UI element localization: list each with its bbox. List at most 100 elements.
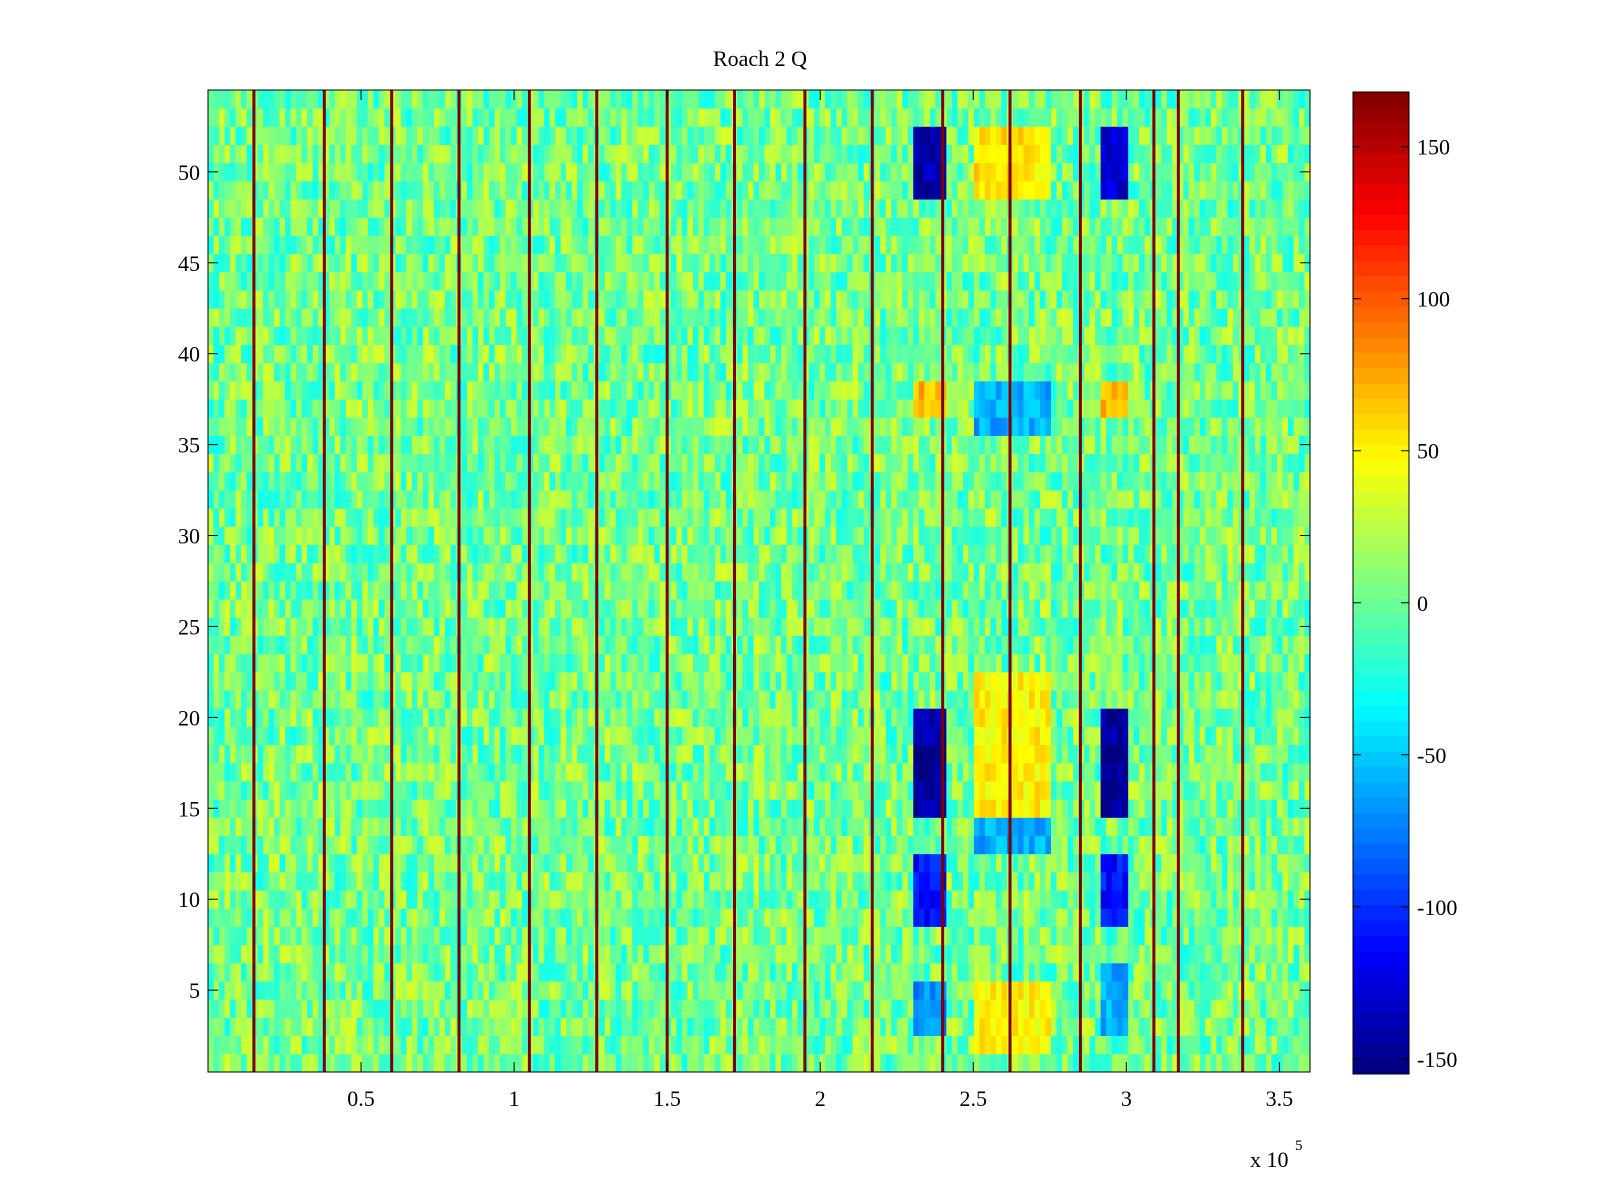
heatmap-cell (814, 744, 821, 764)
heatmap-cell (1122, 962, 1129, 982)
heatmap-cell (439, 726, 446, 746)
heatmap-cell (858, 908, 865, 927)
heatmap-cell (367, 962, 374, 982)
heatmap-cell (753, 926, 760, 946)
heatmap-cell (1221, 871, 1228, 891)
heatmap-cell (632, 726, 639, 746)
heatmap-cell (1304, 999, 1311, 1018)
heatmap-cell (511, 726, 517, 746)
heatmap-cell (962, 944, 969, 964)
heatmap-cell (1023, 962, 1030, 982)
heatmap-cell (643, 671, 650, 691)
heatmap-cell (770, 1035, 776, 1055)
heatmap-cell (676, 744, 683, 764)
heatmap-cell (378, 835, 385, 855)
heatmap-cell (863, 999, 870, 1018)
heatmap-cell (268, 671, 275, 691)
heatmap-cell (274, 999, 281, 1018)
heatmap-cell (362, 726, 369, 746)
heatmap-cell (1271, 671, 1278, 691)
heatmap-cell (1304, 1053, 1311, 1073)
heatmap-cell (334, 617, 341, 636)
heatmap-cell (219, 890, 225, 909)
heatmap-cell (1117, 871, 1124, 891)
heatmap-cell (632, 708, 639, 727)
heatmap-cell (1056, 799, 1063, 818)
heatmap-cell (670, 690, 677, 709)
heatmap-cell (246, 817, 253, 836)
heatmap-cell (1144, 1017, 1151, 1037)
heatmap-cell (588, 799, 595, 818)
heatmap-cell (1166, 653, 1173, 673)
heatmap-cell (918, 835, 925, 855)
heatmap-cell (709, 708, 716, 727)
heatmap-cell (428, 835, 435, 855)
heatmap-cell (1183, 635, 1190, 655)
heatmap-cell (1073, 908, 1079, 927)
heatmap-cell (560, 908, 567, 927)
heatmap-cell (577, 653, 584, 673)
heatmap-cell (367, 1053, 374, 1073)
heatmap-cell (1144, 944, 1151, 964)
heatmap-cell (781, 999, 787, 1018)
heatmap-cell (296, 926, 303, 946)
heatmap-cell (797, 908, 804, 927)
heatmap-cell (747, 671, 754, 691)
heatmap-cell (643, 1053, 650, 1073)
heatmap-cell (1056, 690, 1063, 709)
heatmap-cell (775, 635, 782, 655)
heatmap-cell (1243, 817, 1250, 836)
heatmap-cell (808, 871, 815, 891)
heatmap-cell (1227, 671, 1234, 691)
heatmap-cell (1040, 944, 1046, 964)
heatmap-cell (439, 671, 446, 691)
heatmap-cell (472, 817, 479, 836)
heatmap-cell (522, 908, 528, 927)
heatmap-cell (747, 944, 754, 964)
heatmap-cell (1232, 926, 1239, 946)
heatmap-cell (340, 999, 347, 1018)
heatmap-cell (318, 999, 325, 1018)
heatmap-cell (1199, 690, 1206, 709)
heatmap-cell (1139, 1017, 1146, 1037)
heatmap-cell (852, 926, 859, 946)
heatmap-cell (582, 835, 589, 855)
heatmap-cell (384, 781, 391, 800)
heatmap-cell (1232, 981, 1239, 1000)
heatmap-cell (1265, 944, 1272, 964)
heatmap-cell (439, 653, 446, 673)
heatmap-cell (935, 799, 942, 818)
heatmap-cell (852, 908, 859, 927)
heatmap-cell (378, 871, 385, 891)
heatmap-cell (1155, 853, 1162, 873)
heatmap-cell (329, 853, 336, 873)
heatmap-cell (1095, 653, 1102, 673)
heatmap-cell (814, 653, 821, 673)
heatmap-cell (1227, 835, 1234, 855)
heatmap-cell (406, 981, 413, 1000)
heatmap-cell (1183, 981, 1190, 1000)
heatmap-cell (1265, 817, 1272, 836)
heatmap-cell (362, 926, 369, 946)
heatmap-cell (444, 617, 451, 636)
heatmap-cell (1139, 635, 1146, 655)
heatmap-cell (1298, 635, 1305, 655)
heatmap-cell (599, 1035, 606, 1055)
heatmap-cell (615, 781, 622, 800)
heatmap-cell (792, 726, 798, 746)
heatmap-cell (1073, 708, 1079, 727)
heatmap-cell (819, 762, 826, 782)
heatmap-cell (494, 1035, 501, 1055)
heatmap-cell (913, 653, 920, 673)
heatmap-cell (1249, 799, 1256, 818)
heatmap-cell (852, 1053, 859, 1073)
heatmap-cell (1166, 762, 1173, 782)
heatmap-cell (494, 908, 501, 927)
heatmap-cell (263, 653, 270, 673)
heatmap-cell (555, 726, 562, 746)
heatmap-cell (1172, 981, 1179, 1000)
heatmap-cell (825, 981, 832, 1000)
heatmap-cell (318, 944, 325, 964)
heatmap-cell (555, 871, 562, 891)
heatmap-cell (477, 890, 484, 909)
